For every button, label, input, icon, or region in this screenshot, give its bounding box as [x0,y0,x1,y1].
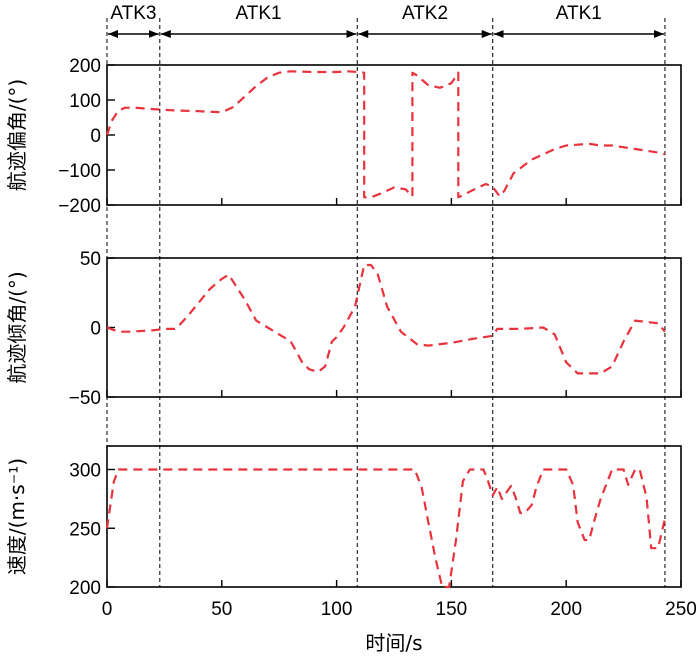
series-line [105,70,666,199]
y-tick-label: −200 [58,196,101,217]
panel-1: −200 −100 0 100 200 航迹偏角/(°) [5,56,682,217]
plot-frame [106,257,682,398]
y-tick-label: 300 [69,461,101,482]
panel-3: 200 250 300 速度/(m·s⁻¹) [5,445,682,599]
series-line [106,263,666,375]
x-tick-label: 0 [102,599,113,620]
plot-frame [106,64,682,206]
y-axis-title: 航迹倾角/(°) [5,271,29,383]
x-tick-label: 150 [436,599,468,620]
y-tick-label: 0 [90,319,101,340]
phase-label: ATK1 [556,3,602,24]
y-axis-title: 航迹偏角/(°) [5,79,29,191]
panels: −200 −100 0 100 200 航迹偏角/(°) −50 0 50 航迹倾角/(°) 200… [5,56,697,620]
x-tick-label: 50 [211,599,232,620]
phase-label: ATK2 [402,3,448,24]
x-axis-title: 时间/s [365,631,422,655]
phase-label: ATK3 [110,3,156,24]
x-tick-label: 100 [321,599,353,620]
y-tick-label: −50 [69,388,101,409]
y-tick-label: 250 [69,519,101,540]
y-tick-label: 200 [69,56,101,77]
plot-frame [106,445,682,588]
panel-2: −50 0 50 航迹倾角/(°) [5,249,682,409]
y-axis-title: 速度/(m·s⁻¹) [5,458,29,575]
y-tick-label: 50 [80,249,101,270]
x-tick-label: 250 [665,599,697,620]
x-tick-label: 200 [550,599,582,620]
phase-label: ATK1 [235,3,281,24]
y-tick-label: 100 [69,91,101,112]
y-tick-label: 200 [69,578,101,599]
series-line [105,468,666,589]
y-tick-label: 0 [90,126,101,147]
phase-annotations: ATK3 ATK1 ATK2 ATK1 [106,3,666,587]
y-tick-label: −100 [58,161,101,182]
